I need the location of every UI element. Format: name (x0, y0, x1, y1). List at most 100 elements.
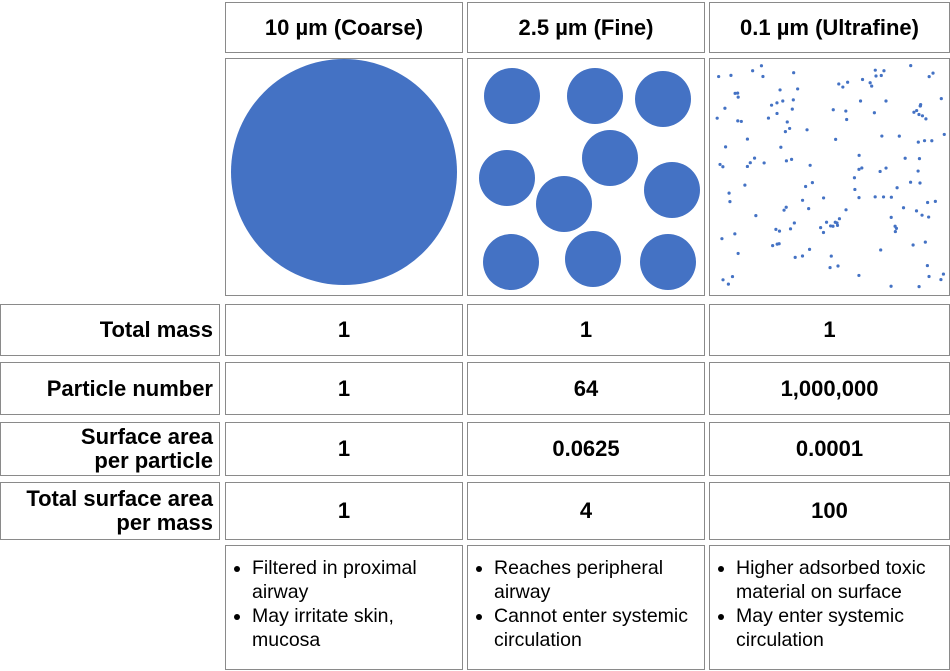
particle (762, 161, 766, 165)
particle (923, 240, 927, 244)
particle (791, 98, 795, 102)
particle (810, 181, 814, 185)
particle (939, 277, 943, 282)
particle (796, 87, 800, 91)
particle (927, 75, 931, 79)
particle (721, 165, 725, 169)
particle (860, 77, 865, 82)
particle (733, 232, 737, 236)
particle (828, 265, 832, 270)
particle (889, 284, 893, 288)
particle (644, 162, 700, 218)
particle (893, 224, 897, 228)
particle (778, 88, 782, 92)
particle (882, 69, 886, 73)
particle (736, 95, 740, 99)
particle (858, 99, 863, 103)
particle (727, 191, 731, 195)
particle (930, 139, 934, 143)
particle (804, 184, 808, 189)
column-header: 0.1 µm (Ultrafine) (709, 2, 950, 53)
particle (819, 226, 823, 230)
particle (880, 134, 884, 138)
particle (903, 156, 907, 160)
particle (920, 213, 924, 217)
particle (857, 153, 861, 157)
particle (565, 231, 621, 287)
particle (790, 107, 794, 111)
fine-particles (479, 68, 700, 290)
particle (640, 234, 696, 290)
particle (920, 114, 925, 118)
row-value: 0.0625 (467, 422, 705, 476)
particle (874, 74, 878, 78)
particle (784, 159, 789, 163)
row-value: 64 (467, 362, 705, 415)
note: Reaches peripheral airway (494, 556, 696, 604)
particle (884, 99, 888, 103)
particle (808, 163, 812, 167)
particle (893, 229, 897, 234)
particle (927, 274, 931, 279)
particle (837, 217, 842, 221)
particle (718, 162, 722, 167)
particle (912, 110, 916, 114)
particle (752, 156, 757, 160)
particle (917, 285, 921, 289)
particle (927, 215, 931, 219)
particle (852, 176, 857, 180)
row-value: 1 (225, 304, 463, 356)
row-value: 1,000,000 (709, 362, 950, 415)
particle (931, 71, 935, 75)
fine-image (467, 58, 705, 296)
note-list: Filtered in proximal airwayMay irritate … (232, 556, 454, 652)
particle (873, 195, 877, 199)
particle (775, 111, 779, 116)
particle (754, 214, 758, 218)
row-label: Total surface area per mass (0, 482, 220, 540)
particle (918, 181, 922, 185)
particle (567, 68, 623, 124)
row-label-line: Total mass (99, 317, 213, 342)
particle (835, 221, 839, 225)
row-value: 1 (225, 482, 463, 540)
particle (761, 74, 765, 79)
particle (922, 139, 927, 143)
row-value: 0.0001 (709, 422, 950, 476)
particle (766, 116, 771, 120)
particle (837, 82, 841, 86)
particle (926, 200, 930, 205)
column-header: 2.5 µm (Fine) (467, 2, 705, 53)
particle (844, 109, 848, 113)
row-value: 4 (467, 482, 705, 540)
note: Filtered in proximal airway (252, 556, 454, 604)
particle (857, 196, 861, 200)
particle (792, 221, 796, 225)
particle (821, 230, 826, 235)
row-value: 1 (225, 422, 463, 476)
particle (723, 106, 727, 110)
particle (788, 227, 793, 231)
particle (783, 130, 787, 134)
column-header: 10 µm (Coarse) (225, 2, 463, 53)
particle (933, 199, 937, 203)
particle (909, 63, 913, 68)
particle (831, 224, 835, 228)
particle (895, 186, 899, 190)
particle (729, 73, 733, 77)
particle (915, 108, 919, 113)
particle (868, 81, 872, 85)
particle (733, 91, 737, 95)
notes: Filtered in proximal airwayMay irritate … (225, 545, 463, 670)
particle (785, 120, 789, 124)
particle (721, 278, 725, 282)
particle (536, 176, 592, 232)
particle (846, 80, 850, 84)
particle (939, 97, 943, 101)
particle (807, 207, 811, 211)
particle (789, 157, 794, 161)
row-label-line: Particle number (46, 375, 213, 401)
particle (879, 73, 883, 78)
particle (726, 282, 730, 286)
particle (774, 227, 778, 232)
